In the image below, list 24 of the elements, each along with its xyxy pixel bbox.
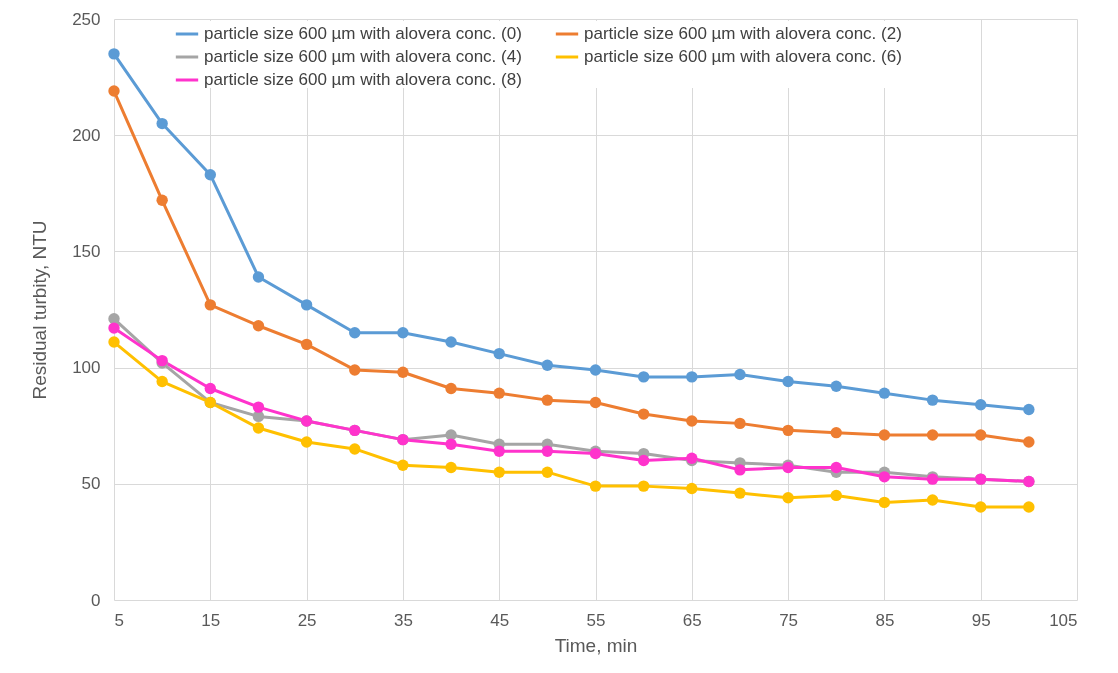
y-tick-label: 50 [81,474,101,494]
x-tick-label: 5 [114,610,124,630]
x-tick-label: 95 [971,610,991,630]
legend-label: particle size 600 µm with alovera conc. (8) [204,70,522,89]
legend-label: particle size 600 µm with alovera conc. (0) [204,24,522,43]
y-axis-title: Residual turbity, NTU [29,220,51,400]
legend-label: particle size 600 µm with alovera conc. (6) [584,47,902,66]
x-tick-label: 15 [201,610,221,630]
x-tick-label: 85 [875,610,895,630]
x-tick-label: 55 [586,610,606,630]
y-tick-label: 150 [72,241,101,261]
x-tick-label: 105 [1049,610,1078,630]
x-tick-label: 45 [490,610,510,630]
legend-label: particle size 600 µm with alovera conc. (2) [584,24,902,43]
x-tick-label: 35 [393,610,413,630]
x-tick-label: 25 [297,610,317,630]
x-tick-label: 65 [682,610,702,630]
legend-label: particle size 600 µm with alovera conc. (4) [204,47,522,66]
x-axis-title: Time, min [554,634,638,656]
y-tick-label: 0 [91,590,101,610]
y-tick-label: 200 [72,125,101,145]
y-tick-label: 250 [72,9,101,29]
y-tick-label: 100 [72,358,101,378]
x-tick-label: 75 [779,610,799,630]
